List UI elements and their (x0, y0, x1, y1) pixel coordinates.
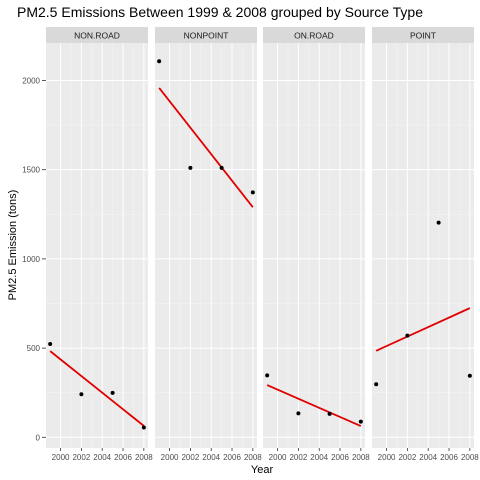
x-tick-label: 2000 (269, 453, 287, 462)
x-tick-label: 2000 (378, 453, 396, 462)
y-tick-label: 2000 (22, 76, 40, 85)
facet-strip (155, 27, 257, 43)
x-tick-label: 2008 (244, 453, 262, 462)
facet-strip (46, 27, 148, 43)
data-point (265, 373, 270, 378)
y-tick-label: 1000 (22, 255, 40, 264)
data-point (219, 165, 224, 170)
data-point (405, 333, 410, 338)
x-tick-label: 2002 (181, 453, 199, 462)
data-point (250, 190, 255, 195)
facet-strip (372, 27, 474, 43)
x-tick-label: 2004 (419, 453, 437, 462)
facet-strip-label: NON.ROAD (74, 31, 120, 41)
x-tick-label: 2008 (135, 453, 153, 462)
x-tick-label: 2004 (310, 453, 328, 462)
y-tick-label: 0 (36, 433, 41, 442)
x-axis-title: Year (251, 464, 274, 476)
data-point (374, 382, 379, 387)
x-tick-label: 2004 (93, 453, 111, 462)
facet-strip (263, 27, 365, 43)
data-point (79, 392, 84, 397)
facet-panel: POINT 2000 2002 2004 2006 2008 (372, 27, 479, 462)
data-point (296, 411, 301, 416)
data-point (358, 419, 363, 424)
x-tick-label: 2002 (72, 453, 90, 462)
chart-title: PM2.5 Emissions Between 1999 & 2008 grou… (17, 4, 423, 20)
data-point (48, 341, 53, 346)
data-point (327, 411, 332, 416)
x-tick-label: 2006 (114, 453, 132, 462)
y-tick-label: 1500 (22, 166, 40, 175)
facet-strip-label: POINT (410, 31, 436, 41)
data-point (157, 59, 162, 64)
y-axis-title: PM2.5 Emission (tons) (7, 190, 19, 301)
facet-strip-label: ON.ROAD (294, 31, 334, 41)
x-tick-label: 2006 (223, 453, 241, 462)
panel-background (372, 43, 474, 448)
data-point (436, 220, 441, 225)
panel-background (263, 43, 365, 448)
facet-panel: ON.ROAD 2000 2002 2004 2006 2008 (263, 27, 370, 462)
x-tick-label: 2008 (352, 453, 370, 462)
facet-panel: NON.ROAD 2000 2002 2004 2006 2008 (46, 27, 153, 462)
data-point (110, 390, 115, 395)
data-point (188, 165, 193, 170)
y-axis: 0 500 1000 1500 2000 (22, 76, 46, 442)
x-tick-label: 2000 (52, 453, 70, 462)
x-tick-label: 2002 (398, 453, 416, 462)
regression-line (158, 87, 254, 208)
panel-background (46, 43, 148, 448)
x-tick-label: 2006 (440, 453, 458, 462)
regression-line (49, 350, 145, 427)
x-tick-label: 2008 (461, 453, 479, 462)
data-point (141, 425, 146, 430)
facet-strip-label: NONPOINT (184, 31, 229, 41)
data-point (467, 373, 472, 378)
x-tick-label: 2002 (289, 453, 307, 462)
x-tick-label: 2004 (202, 453, 220, 462)
y-tick-label: 500 (27, 344, 41, 353)
facet-panel: NONPOINT 2000 2002 2004 2006 2008 (155, 27, 262, 462)
panel-background (155, 43, 257, 448)
x-tick-label: 2006 (331, 453, 349, 462)
regression-line (266, 384, 362, 427)
regression-line (375, 307, 471, 352)
x-tick-label: 2000 (161, 453, 179, 462)
